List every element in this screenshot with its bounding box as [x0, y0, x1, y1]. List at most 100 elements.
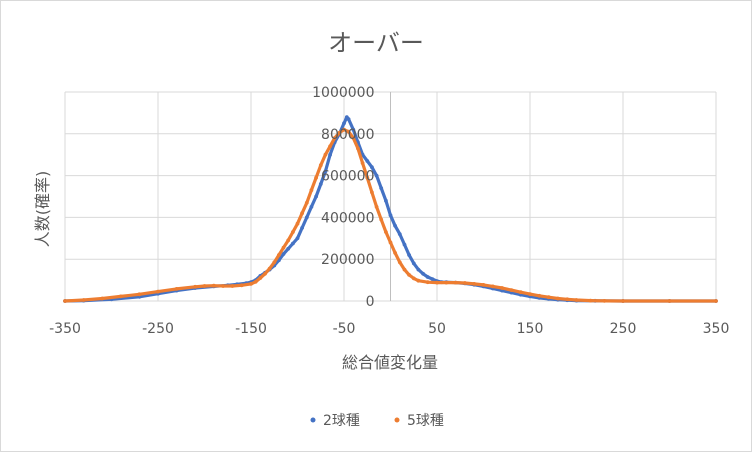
x-tick-label: 50	[428, 321, 446, 337]
series-2-point	[137, 292, 142, 297]
series-2-point	[388, 240, 393, 245]
x-tick-label: -150	[235, 321, 267, 337]
series-2-point	[379, 217, 384, 222]
series-2-point	[397, 260, 402, 265]
series-2-point	[472, 282, 477, 286]
series-2-point	[202, 284, 207, 288]
x-tick-label: 350	[703, 321, 730, 337]
series-1-point	[374, 173, 379, 178]
x-tick-label: -350	[49, 321, 81, 337]
series-2-point	[537, 293, 542, 298]
legend: 2球種 5球種	[310, 413, 444, 429]
series-2-point	[500, 286, 504, 290]
series-2-point	[221, 284, 226, 288]
series-2-point	[356, 146, 360, 151]
series-2-point	[193, 284, 198, 289]
y-axis-label: 人数(確率)	[33, 171, 52, 248]
legend-label: 5球種	[407, 413, 444, 429]
series-2-point	[118, 294, 123, 299]
series-2-point	[481, 283, 486, 287]
y-tick-label: 1000000	[312, 85, 374, 101]
series-2-point	[360, 161, 365, 166]
series-2-point	[249, 282, 253, 286]
series-1-point	[351, 127, 356, 132]
series-2-point	[374, 205, 379, 209]
series-2-point	[342, 127, 346, 132]
legend-marker	[310, 417, 316, 423]
series-2-point	[328, 144, 332, 149]
series-1-point	[379, 186, 384, 191]
series-2-point	[253, 279, 258, 284]
series-2-point	[351, 136, 356, 140]
series-1-point	[402, 242, 407, 247]
series-1-point	[421, 271, 425, 276]
series-2-point	[365, 175, 370, 180]
series-1-point	[291, 241, 295, 246]
legend-marker	[394, 417, 400, 423]
x-tick-label: 150	[517, 321, 544, 337]
series-1-point	[393, 223, 397, 228]
series-1-point	[309, 205, 314, 209]
series-2-point	[370, 190, 374, 195]
series-2-point	[272, 260, 277, 265]
x-axis-label: 総合値変化量	[342, 353, 438, 372]
series-2-point	[63, 299, 67, 303]
y-tick-label: 600000	[321, 169, 374, 185]
series-2-point	[667, 299, 672, 303]
series-2-point	[239, 283, 244, 288]
series-2-point	[444, 280, 449, 285]
series-1-point	[318, 182, 323, 186]
series-layer	[63, 115, 718, 303]
series-2-point	[411, 276, 416, 281]
series-2-point	[402, 267, 407, 272]
tick-labels: -350 -250 -150 -50 50 150 250 350 0 200000 400000 6…	[49, 85, 729, 337]
series-2-point	[435, 280, 439, 285]
series-1-point	[328, 152, 332, 157]
series-1-point	[300, 226, 304, 230]
series-1-point	[304, 215, 309, 220]
legend-label: 2球種	[323, 413, 360, 429]
series-1-point	[370, 165, 374, 170]
series-2-point	[156, 289, 160, 294]
series-2-point	[318, 163, 323, 168]
series-2-point	[263, 271, 267, 276]
series-2-point	[453, 280, 458, 285]
series-1-point	[407, 253, 411, 257]
series-1-point	[323, 169, 328, 174]
series-1-point	[384, 198, 388, 203]
series-1-point	[425, 275, 430, 279]
series-2-point	[556, 296, 560, 301]
series-2-point	[621, 299, 625, 303]
series-2-point	[277, 253, 281, 257]
series-2-point	[602, 299, 607, 303]
series-2-point	[528, 292, 532, 296]
series-2-point	[332, 136, 337, 140]
series-1-point	[397, 232, 402, 237]
series-1-point	[365, 159, 370, 163]
series-2-point	[304, 200, 309, 205]
series-1-point	[388, 213, 393, 218]
series-2-point	[291, 230, 295, 234]
series-2-point	[546, 295, 551, 300]
y-tick-label: 200000	[321, 252, 374, 268]
series-2-point	[518, 290, 523, 295]
series-2-point	[574, 298, 579, 302]
x-tick-label: -250	[142, 321, 174, 337]
series-2-point	[714, 299, 718, 303]
y-tick-label: 0	[366, 294, 375, 310]
series-2-point	[286, 238, 291, 243]
series-2-point	[416, 278, 421, 283]
y-tick-label: 400000	[321, 210, 374, 226]
series-2-point	[384, 230, 388, 234]
series-2-point	[314, 175, 318, 180]
series-1-point	[295, 236, 300, 241]
series-2-point	[463, 281, 467, 285]
series-1-point	[416, 267, 421, 272]
y-tick-label: 800000	[321, 127, 374, 143]
series-2-point	[295, 221, 300, 226]
series-2-point	[346, 129, 351, 134]
series-2-point	[309, 188, 314, 193]
series-2-point	[393, 251, 397, 255]
